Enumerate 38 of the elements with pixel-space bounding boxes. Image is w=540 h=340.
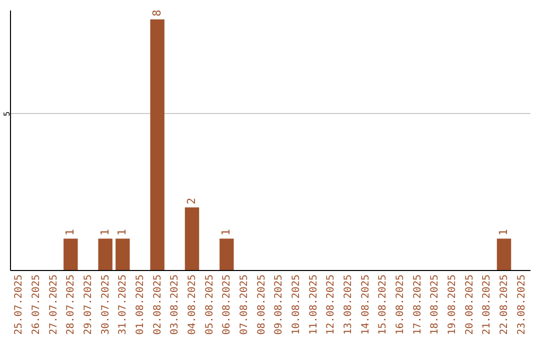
x-tick-label: 16.08.2025 [395, 274, 406, 335]
x-tick-label: 07.08.2025 [239, 274, 250, 335]
data-label: 1 [98, 229, 112, 236]
x-tick-label: 03.08.2025 [170, 274, 181, 335]
x-tick-label: 22.08.2025 [499, 274, 510, 335]
x-tick-label: 18.08.2025 [430, 274, 441, 335]
x-tick-label: 17.08.2025 [412, 274, 424, 335]
x-tick-label: 01.08.2025 [135, 274, 146, 335]
x-tick-label: 31.07.2025 [118, 274, 129, 335]
data-label: 1 [220, 229, 233, 236]
x-tick-label: 08.08.2025 [256, 274, 268, 335]
data-label: 1 [64, 229, 77, 236]
data-label: 1 [116, 229, 129, 236]
x-tick-label: 12.08.2025 [326, 274, 337, 335]
x-tick-label: 04.08.2025 [187, 274, 198, 335]
x-tick-label: 14.08.2025 [360, 274, 372, 335]
y-tick-label: 5 [2, 111, 12, 116]
x-tick-label: 19.08.2025 [447, 274, 458, 335]
x-tick-label: 09.08.2025 [274, 274, 285, 335]
x-tick-label: 25.07.2025 [14, 274, 25, 335]
x-tick-label: 15.08.2025 [378, 274, 389, 335]
x-tick-label: 06.08.2025 [222, 274, 233, 335]
x-tick-label: 13.08.2025 [343, 274, 354, 335]
x-tick-label: 11.08.2025 [308, 274, 320, 335]
x-tick-label: 20.08.2025 [464, 274, 476, 335]
x-tick-label: 23.08.2025 [516, 274, 528, 335]
x-tick-label: 26.07.2025 [31, 274, 42, 335]
x-tick-label: 21.08.2025 [482, 274, 493, 335]
x-tick-label: 27.07.2025 [48, 274, 60, 335]
x-tick-label: 02.08.2025 [152, 274, 164, 335]
x-tick-label: 05.08.2025 [204, 274, 216, 335]
data-label: 8 [150, 10, 164, 16]
x-tick-label: 28.07.2025 [66, 274, 77, 335]
data-label: 2 [185, 198, 198, 204]
x-tick-label: 29.07.2025 [83, 274, 94, 335]
x-tick-label: 10.08.2025 [291, 274, 302, 335]
data-label: 1 [497, 229, 510, 236]
x-tick-label: 30.07.2025 [100, 274, 112, 335]
